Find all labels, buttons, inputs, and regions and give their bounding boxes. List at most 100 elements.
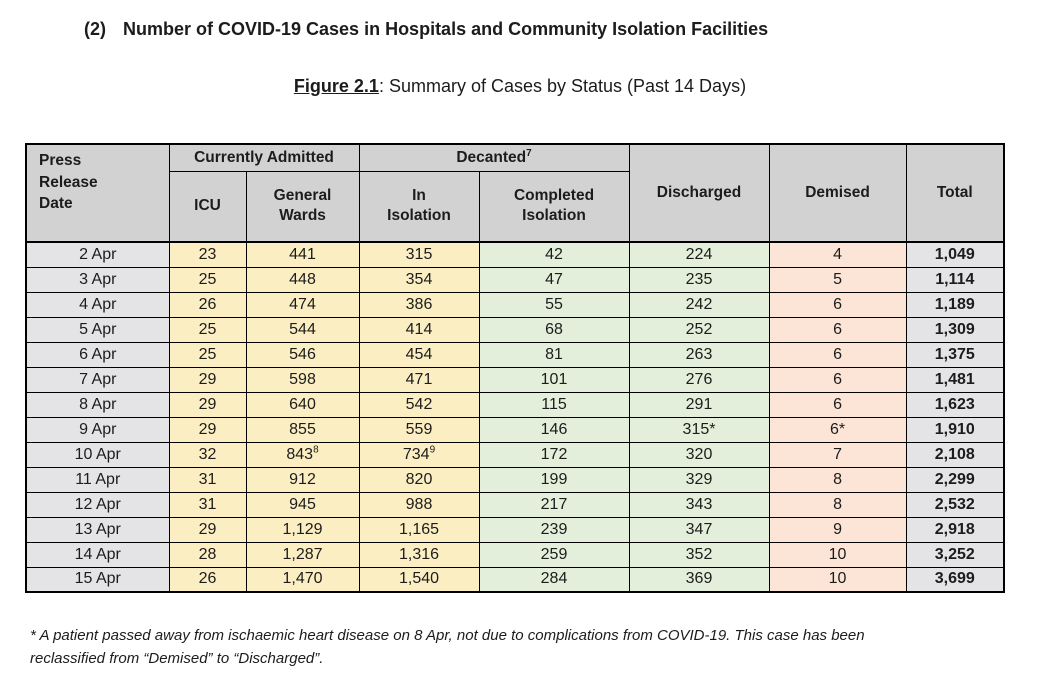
- cell-icu: 25: [168, 341, 247, 368]
- cell-press-release-date: 6 Apr: [25, 341, 170, 368]
- cell-general-wards: 855: [245, 416, 360, 443]
- cell-press-release-date: 7 Apr: [25, 366, 170, 393]
- cell-total: 2,918: [905, 516, 1005, 543]
- col-header-general-wards: General Wards: [245, 170, 360, 243]
- table-row: 4 Apr 26 474 386 55 242 6 1,189: [25, 291, 1005, 318]
- cell-in-isolation: 542: [358, 391, 480, 418]
- cell-icu: 25: [168, 266, 247, 293]
- table-row: 10 Apr 32 8438 7349 172 320 7 2,108: [25, 441, 1005, 468]
- cell-discharged: 224: [628, 241, 770, 268]
- table-row: 14 Apr 28 1,287 1,316 259 352 10 3,252: [25, 541, 1005, 568]
- cell-completed-isolation: 81: [478, 341, 630, 368]
- cell-press-release-date: 13 Apr: [25, 516, 170, 543]
- col-header-total: Total: [905, 143, 1005, 243]
- cell-general-wards: 546: [245, 341, 360, 368]
- cell-demised: 6: [768, 341, 907, 368]
- table-row: 6 Apr 25 546 454 81 263 6 1,375: [25, 341, 1005, 368]
- cell-completed-isolation: 47: [478, 266, 630, 293]
- cell-in-isolation: 454: [358, 341, 480, 368]
- cell-footnote-marker: 8: [313, 444, 319, 456]
- cell-general-wards: 8438: [245, 441, 360, 468]
- cell-in-isolation: 1,165: [358, 516, 480, 543]
- cases-summary-table: Press Release Date Currently Admitted De…: [25, 143, 1006, 593]
- cell-demised: 9: [768, 516, 907, 543]
- cell-general-wards: 945: [245, 491, 360, 518]
- col-header-icu: ICU: [168, 170, 247, 243]
- cell-in-isolation: 354: [358, 266, 480, 293]
- cell-in-isolation: 820: [358, 466, 480, 493]
- cell-completed-isolation: 146: [478, 416, 630, 443]
- cell-discharged: 291: [628, 391, 770, 418]
- cell-press-release-date: 2 Apr: [25, 241, 170, 268]
- figure-label: Figure 2.1: [293, 76, 379, 96]
- cell-completed-isolation: 284: [478, 566, 630, 593]
- cell-icu: 28: [168, 541, 247, 568]
- cell-general-wards: 1,129: [245, 516, 360, 543]
- cell-total: 1,189: [905, 291, 1005, 318]
- cell-total: 1,114: [905, 266, 1005, 293]
- cell-press-release-date: 11 Apr: [25, 466, 170, 493]
- table-row: 15 Apr 26 1,470 1,540 284 369 10 3,699: [25, 566, 1005, 593]
- cell-icu: 29: [168, 516, 247, 543]
- cell-completed-isolation: 68: [478, 316, 630, 343]
- cell-total: 2,108: [905, 441, 1005, 468]
- cell-in-isolation: 471: [358, 366, 480, 393]
- figure-caption-text: : Summary of Cases by Status (Past 14 Da…: [378, 76, 747, 96]
- table-row: 5 Apr 25 544 414 68 252 6 1,309: [25, 316, 1005, 343]
- cell-general-wards: 544: [245, 316, 360, 343]
- cell-demised: 10: [768, 566, 907, 593]
- cell-general-wards: 912: [245, 466, 360, 493]
- cell-general-wards: 441: [245, 241, 360, 268]
- cell-press-release-date: 3 Apr: [25, 266, 170, 293]
- cell-discharged: 343: [628, 491, 770, 518]
- cell-icu: 25: [168, 316, 247, 343]
- col-header-demised: Demised: [768, 143, 907, 243]
- cell-in-isolation: 315: [358, 241, 480, 268]
- cell-icu: 32: [168, 441, 247, 468]
- col-header-completed-isolation: Completed Isolation: [478, 170, 630, 243]
- cell-general-wards: 448: [245, 266, 360, 293]
- cell-completed-isolation: 55: [478, 291, 630, 318]
- cell-in-isolation: 386: [358, 291, 480, 318]
- cell-general-wards: 1,470: [245, 566, 360, 593]
- cell-in-isolation: 559: [358, 416, 480, 443]
- cell-discharged: 369: [628, 566, 770, 593]
- cell-icu: 29: [168, 391, 247, 418]
- cell-discharged: 263: [628, 341, 770, 368]
- cell-demised: 10: [768, 541, 907, 568]
- cell-press-release-date: 14 Apr: [25, 541, 170, 568]
- cell-footnote-marker: 9: [429, 444, 436, 456]
- cell-demised: 6: [768, 291, 907, 318]
- cell-demised: 6: [768, 366, 907, 393]
- cell-demised: 5: [768, 266, 907, 293]
- table-row: 12 Apr 31 945 988 217 343 8 2,532: [25, 491, 1005, 518]
- col-header-decanted: Decanted7: [358, 143, 630, 172]
- cell-in-isolation: 7349: [358, 441, 480, 468]
- table-row: 13 Apr 29 1,129 1,165 239 347 9 2,918: [25, 516, 1005, 543]
- cell-demised: 8: [768, 491, 907, 518]
- cell-press-release-date: 5 Apr: [25, 316, 170, 343]
- cell-general-wards: 1,287: [245, 541, 360, 568]
- cell-completed-isolation: 101: [478, 366, 630, 393]
- cell-discharged: 276: [628, 366, 770, 393]
- section-title: Number of COVID-19 Cases in Hospitals an…: [123, 19, 769, 39]
- cell-total: 1,623: [905, 391, 1005, 418]
- section-number: (2): [84, 19, 106, 39]
- cell-discharged: 352: [628, 541, 770, 568]
- cell-completed-isolation: 259: [478, 541, 630, 568]
- cell-total: 1,481: [905, 366, 1005, 393]
- cell-general-wards: 598: [245, 366, 360, 393]
- decanted-label: Decanted: [456, 148, 527, 166]
- cell-completed-isolation: 239: [478, 516, 630, 543]
- figure-caption: Figure 2.1: Summary of Cases by Status (…: [0, 76, 1040, 97]
- cell-demised: 8: [768, 466, 907, 493]
- cell-icu: 29: [168, 416, 247, 443]
- col-header-currently-admitted: Currently Admitted: [168, 143, 360, 172]
- table-row: 7 Apr 29 598 471 101 276 6 1,481: [25, 366, 1005, 393]
- cell-completed-isolation: 115: [478, 391, 630, 418]
- cell-total: 1,375: [905, 341, 1005, 368]
- cell-press-release-date: 9 Apr: [25, 416, 170, 443]
- cell-total: 1,049: [905, 241, 1005, 268]
- table-row: 9 Apr 29 855 559 146 315* 6* 1,910: [25, 416, 1005, 443]
- cell-icu: 26: [168, 566, 247, 593]
